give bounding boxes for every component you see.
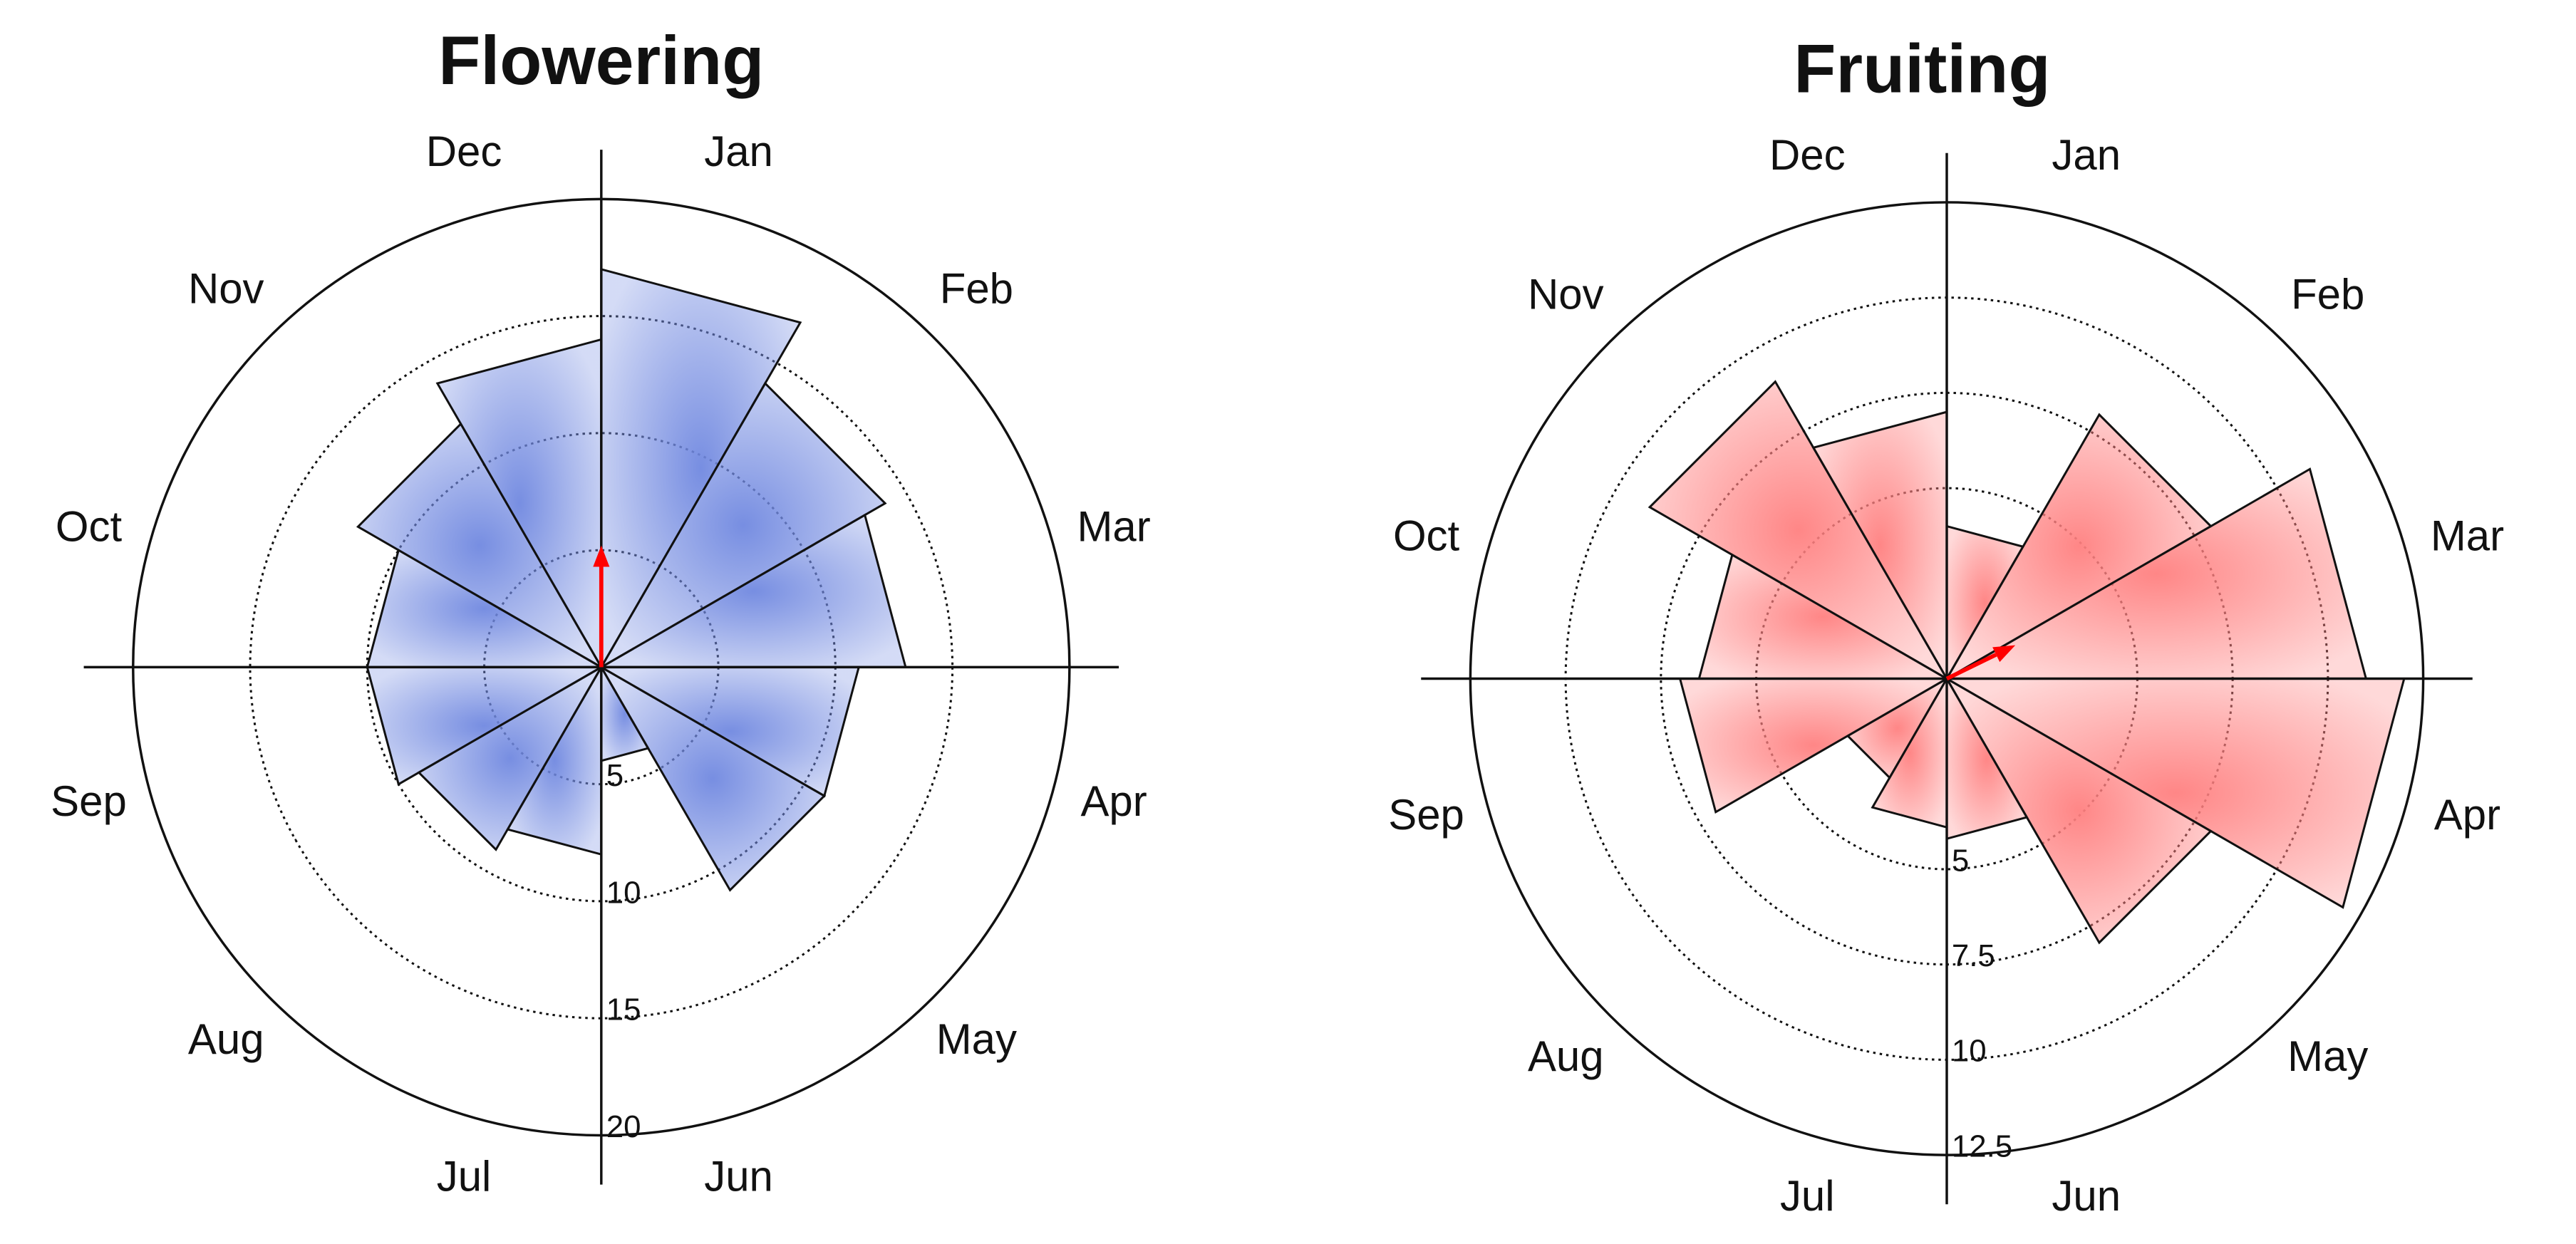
month-label: Jun (704, 1153, 773, 1201)
month-label: Jul (1780, 1172, 1835, 1220)
month-label: Dec (426, 128, 502, 175)
month-label: Apr (2434, 791, 2500, 839)
r-tick-label: 10 (606, 875, 641, 910)
month-label: Aug (1528, 1032, 1604, 1080)
month-label: Dec (1769, 131, 1846, 179)
r-tick-label: 20 (606, 1109, 641, 1144)
month-label: Feb (940, 265, 1013, 313)
mean-vector-head (1992, 645, 2016, 663)
month-label: Aug (188, 1015, 264, 1063)
month-label: May (2287, 1032, 2368, 1080)
r-tick-label: 15 (606, 992, 641, 1027)
r-tick-label: 12.5 (1952, 1129, 2012, 1163)
sector (598, 664, 827, 892)
month-label: Oct (56, 502, 123, 550)
r-tick-label: 5 (1952, 843, 1969, 878)
month-label: Mar (1077, 502, 1150, 550)
month-label: Nov (1528, 271, 1604, 318)
month-label: Jul (437, 1153, 492, 1201)
r-tick-label: 10 (1952, 1034, 1987, 1069)
month-label: Mar (2431, 512, 2504, 560)
month-label: Jun (2052, 1172, 2121, 1220)
month-label: Sep (1388, 791, 1464, 839)
chart-title: Fruiting (1794, 30, 2050, 108)
r-tick-label: 5 (606, 758, 624, 793)
month-label: Apr (1080, 777, 1147, 825)
month-label: Oct (1393, 512, 1460, 560)
chart-title: Flowering (438, 21, 764, 99)
month-label: May (936, 1015, 1017, 1063)
month-label: Sep (51, 777, 127, 825)
mean-vector (1945, 653, 1997, 681)
month-label: Jan (2052, 131, 2121, 179)
r-tick-label: 7.5 (1952, 938, 1995, 973)
month-label: Feb (2291, 271, 2364, 318)
month-label: Nov (188, 265, 264, 313)
month-label: Jan (704, 128, 773, 175)
mean-vector-head (593, 545, 610, 567)
